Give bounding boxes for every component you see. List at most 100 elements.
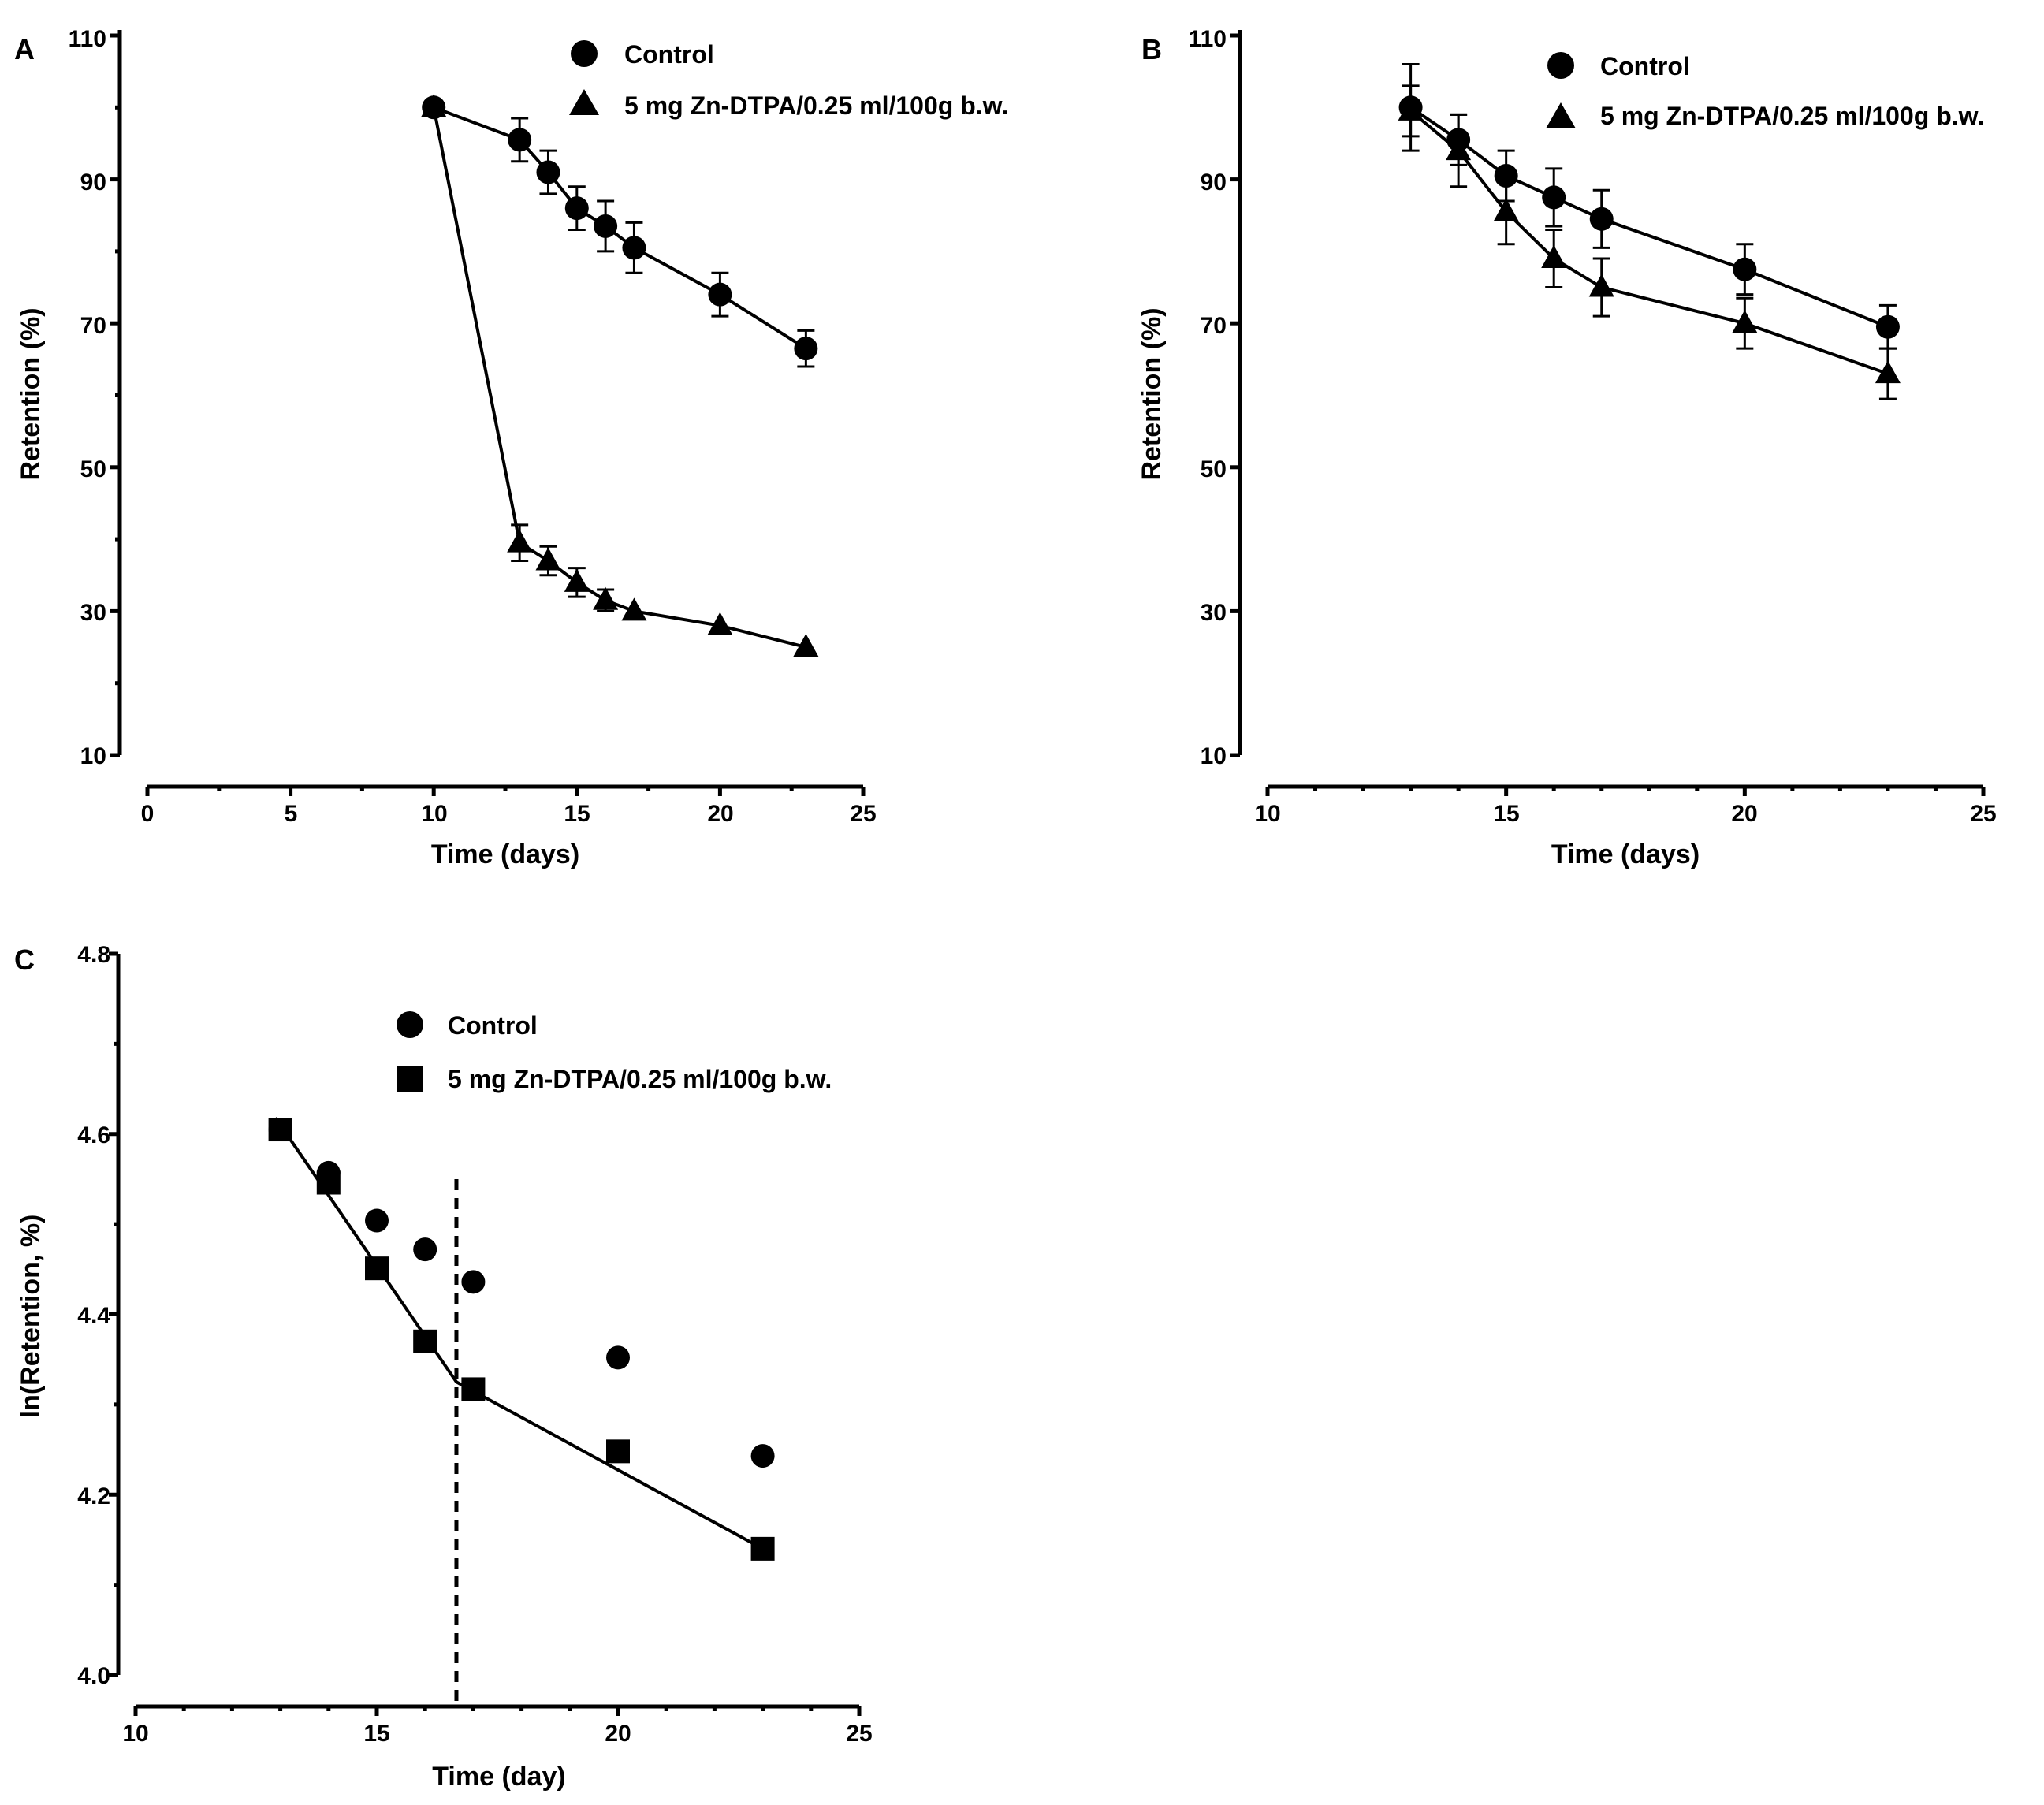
legend-label-control: Control: [448, 1011, 538, 1040]
panel-b-ytick-label: 90: [1201, 169, 1227, 195]
panel-b-ytick-label: 70: [1201, 313, 1227, 339]
panel-c-x-title: Time (day): [432, 1762, 565, 1792]
data-point-zn-dtpa: [707, 612, 733, 635]
panel-a-ytick-label: 90: [80, 169, 106, 195]
panel-c-xtick-label: 10: [122, 1721, 148, 1747]
panel-b: B 10 30 50 70 90 110 10 15 20 25 Time (d…: [1137, 26, 1997, 869]
data-point-zn-dtpa: [1588, 274, 1614, 297]
panel-c-xtick-label: 25: [846, 1721, 872, 1747]
data-point-zn-dtpa: [413, 1329, 437, 1353]
data-point-zn-dtpa: [365, 1256, 389, 1281]
panel-c-xtick-label: 15: [363, 1721, 389, 1747]
panel-b-y-ticks: [1230, 33, 1240, 757]
data-point-control: [413, 1237, 437, 1262]
data-point-control: [622, 236, 646, 260]
legend-square-marker: [397, 1066, 423, 1092]
panel-b-ytick-label: 10: [1201, 743, 1227, 769]
panel-a-ytick-label: 50: [80, 456, 106, 482]
data-point-zn-dtpa: [1493, 198, 1519, 221]
data-point-control: [708, 282, 732, 307]
legend-triangle-marker: [569, 89, 599, 115]
data-point-zn-dtpa: [564, 568, 590, 592]
panel-a-x-ticks: [145, 787, 866, 796]
data-point-zn-dtpa: [606, 1439, 630, 1464]
panel-b-ytick-label: 110: [1189, 26, 1227, 52]
regression-line: [456, 1380, 764, 1550]
panel-c-ytick-label: 4.2: [77, 1483, 110, 1509]
data-point-control: [594, 214, 618, 238]
panel-a-ytick-label: 70: [80, 313, 106, 339]
panel-b-x-ticks: [1265, 787, 1986, 796]
panel-b-xtick-label: 10: [1254, 801, 1280, 827]
data-point-zn-dtpa: [1541, 245, 1567, 269]
data-point-zn-dtpa: [593, 586, 619, 610]
panel-c-y-ticks: [109, 951, 118, 1677]
panel-a-xtick-label: 0: [141, 801, 155, 827]
panel-c-ytick-label: 4.4: [77, 1303, 110, 1329]
series-line-control: [1409, 106, 1889, 329]
data-point-control: [1542, 185, 1566, 210]
data-point-control: [461, 1270, 486, 1294]
data-point-zn-dtpa: [316, 1170, 341, 1195]
legend-label-zn-dtpa: 5 mg Zn-DTPA/0.25 ml/100g b.w.: [448, 1065, 832, 1093]
legend-triangle-marker: [1546, 102, 1576, 128]
data-point-zn-dtpa: [1446, 137, 1472, 161]
data-point-zn-dtpa: [750, 1536, 775, 1561]
panel-a-xtick-label: 10: [421, 801, 447, 827]
panel-a-y-title: Retention (%): [16, 307, 46, 480]
data-point-control: [508, 128, 532, 152]
panel-b-y-title: Retention (%): [1137, 307, 1167, 480]
data-point-zn-dtpa: [421, 94, 447, 117]
panel-b-xtick-label: 20: [1731, 801, 1757, 827]
panel-c-plot-area: [268, 1117, 775, 1706]
legend-label-control: Control: [624, 40, 714, 69]
legend-circle-marker: [397, 1011, 423, 1038]
data-point-control: [564, 196, 589, 221]
panel-letter-b: B: [1141, 33, 1162, 65]
panel-a-x-title: Time (days): [431, 839, 579, 869]
series-line-zn-dtpa: [1409, 110, 1889, 375]
data-point-zn-dtpa: [1875, 360, 1901, 384]
panel-a-ytick-label: 110: [69, 26, 106, 52]
data-point-control: [1494, 164, 1518, 188]
data-point-control: [536, 160, 560, 184]
panel-c-xtick-label: 20: [605, 1721, 631, 1747]
panel-c-ytick-label: 4.0: [77, 1663, 110, 1689]
legend-label-control: Control: [1600, 52, 1690, 80]
panel-c-ytick-label: 4.6: [77, 1122, 110, 1148]
data-point-control: [365, 1208, 389, 1233]
panel-b-plot-area: [1398, 63, 1901, 400]
panel-a-xtick-label: 5: [285, 801, 298, 827]
panel-a: A 10 30 50 70 90 110 0 5 10 15 20 25 Tim…: [14, 26, 1008, 869]
series-line-zn-dtpa: [432, 106, 806, 649]
panel-a-y-ticks: [110, 33, 120, 757]
panel-c-ytick-label: 4.8: [77, 942, 110, 968]
data-point-control: [606, 1345, 630, 1370]
data-point-zn-dtpa: [268, 1118, 292, 1142]
panel-letter-c: C: [14, 943, 35, 976]
panel-a-ytick-label: 10: [80, 743, 106, 769]
legend-label-zn-dtpa: 5 mg Zn-DTPA/0.25 ml/100g b.w.: [1600, 102, 1984, 130]
data-point-zn-dtpa: [535, 547, 561, 571]
panel-a-xtick-label: 20: [707, 801, 733, 827]
panel-c: C 4.0 4.2 4.4 4.6 4.8 10 15 20 25 Time (…: [14, 942, 873, 1792]
panel-b-x-title: Time (days): [1551, 839, 1700, 869]
data-point-zn-dtpa: [1398, 97, 1424, 121]
panel-a-plot-area: [421, 94, 819, 657]
panel-letter-a: A: [14, 33, 35, 65]
data-point-zn-dtpa: [793, 634, 819, 657]
panel-a-xtick-label: 25: [850, 801, 876, 827]
data-point-control: [1733, 257, 1757, 281]
data-point-control: [750, 1444, 775, 1468]
data-point-zn-dtpa: [507, 529, 533, 553]
data-point-zn-dtpa: [621, 597, 647, 621]
data-point-zn-dtpa: [1732, 310, 1758, 333]
panel-b-xtick-label: 25: [1970, 801, 1996, 827]
panel-a-xtick-label: 15: [564, 801, 590, 827]
legend-circle-marker: [571, 40, 598, 67]
series-line-control: [433, 106, 807, 350]
panel-b-xtick-label: 15: [1493, 801, 1519, 827]
panel-c-y-title: ln(Retention, %): [16, 1215, 46, 1419]
panel-b-ytick-label: 50: [1201, 456, 1227, 482]
